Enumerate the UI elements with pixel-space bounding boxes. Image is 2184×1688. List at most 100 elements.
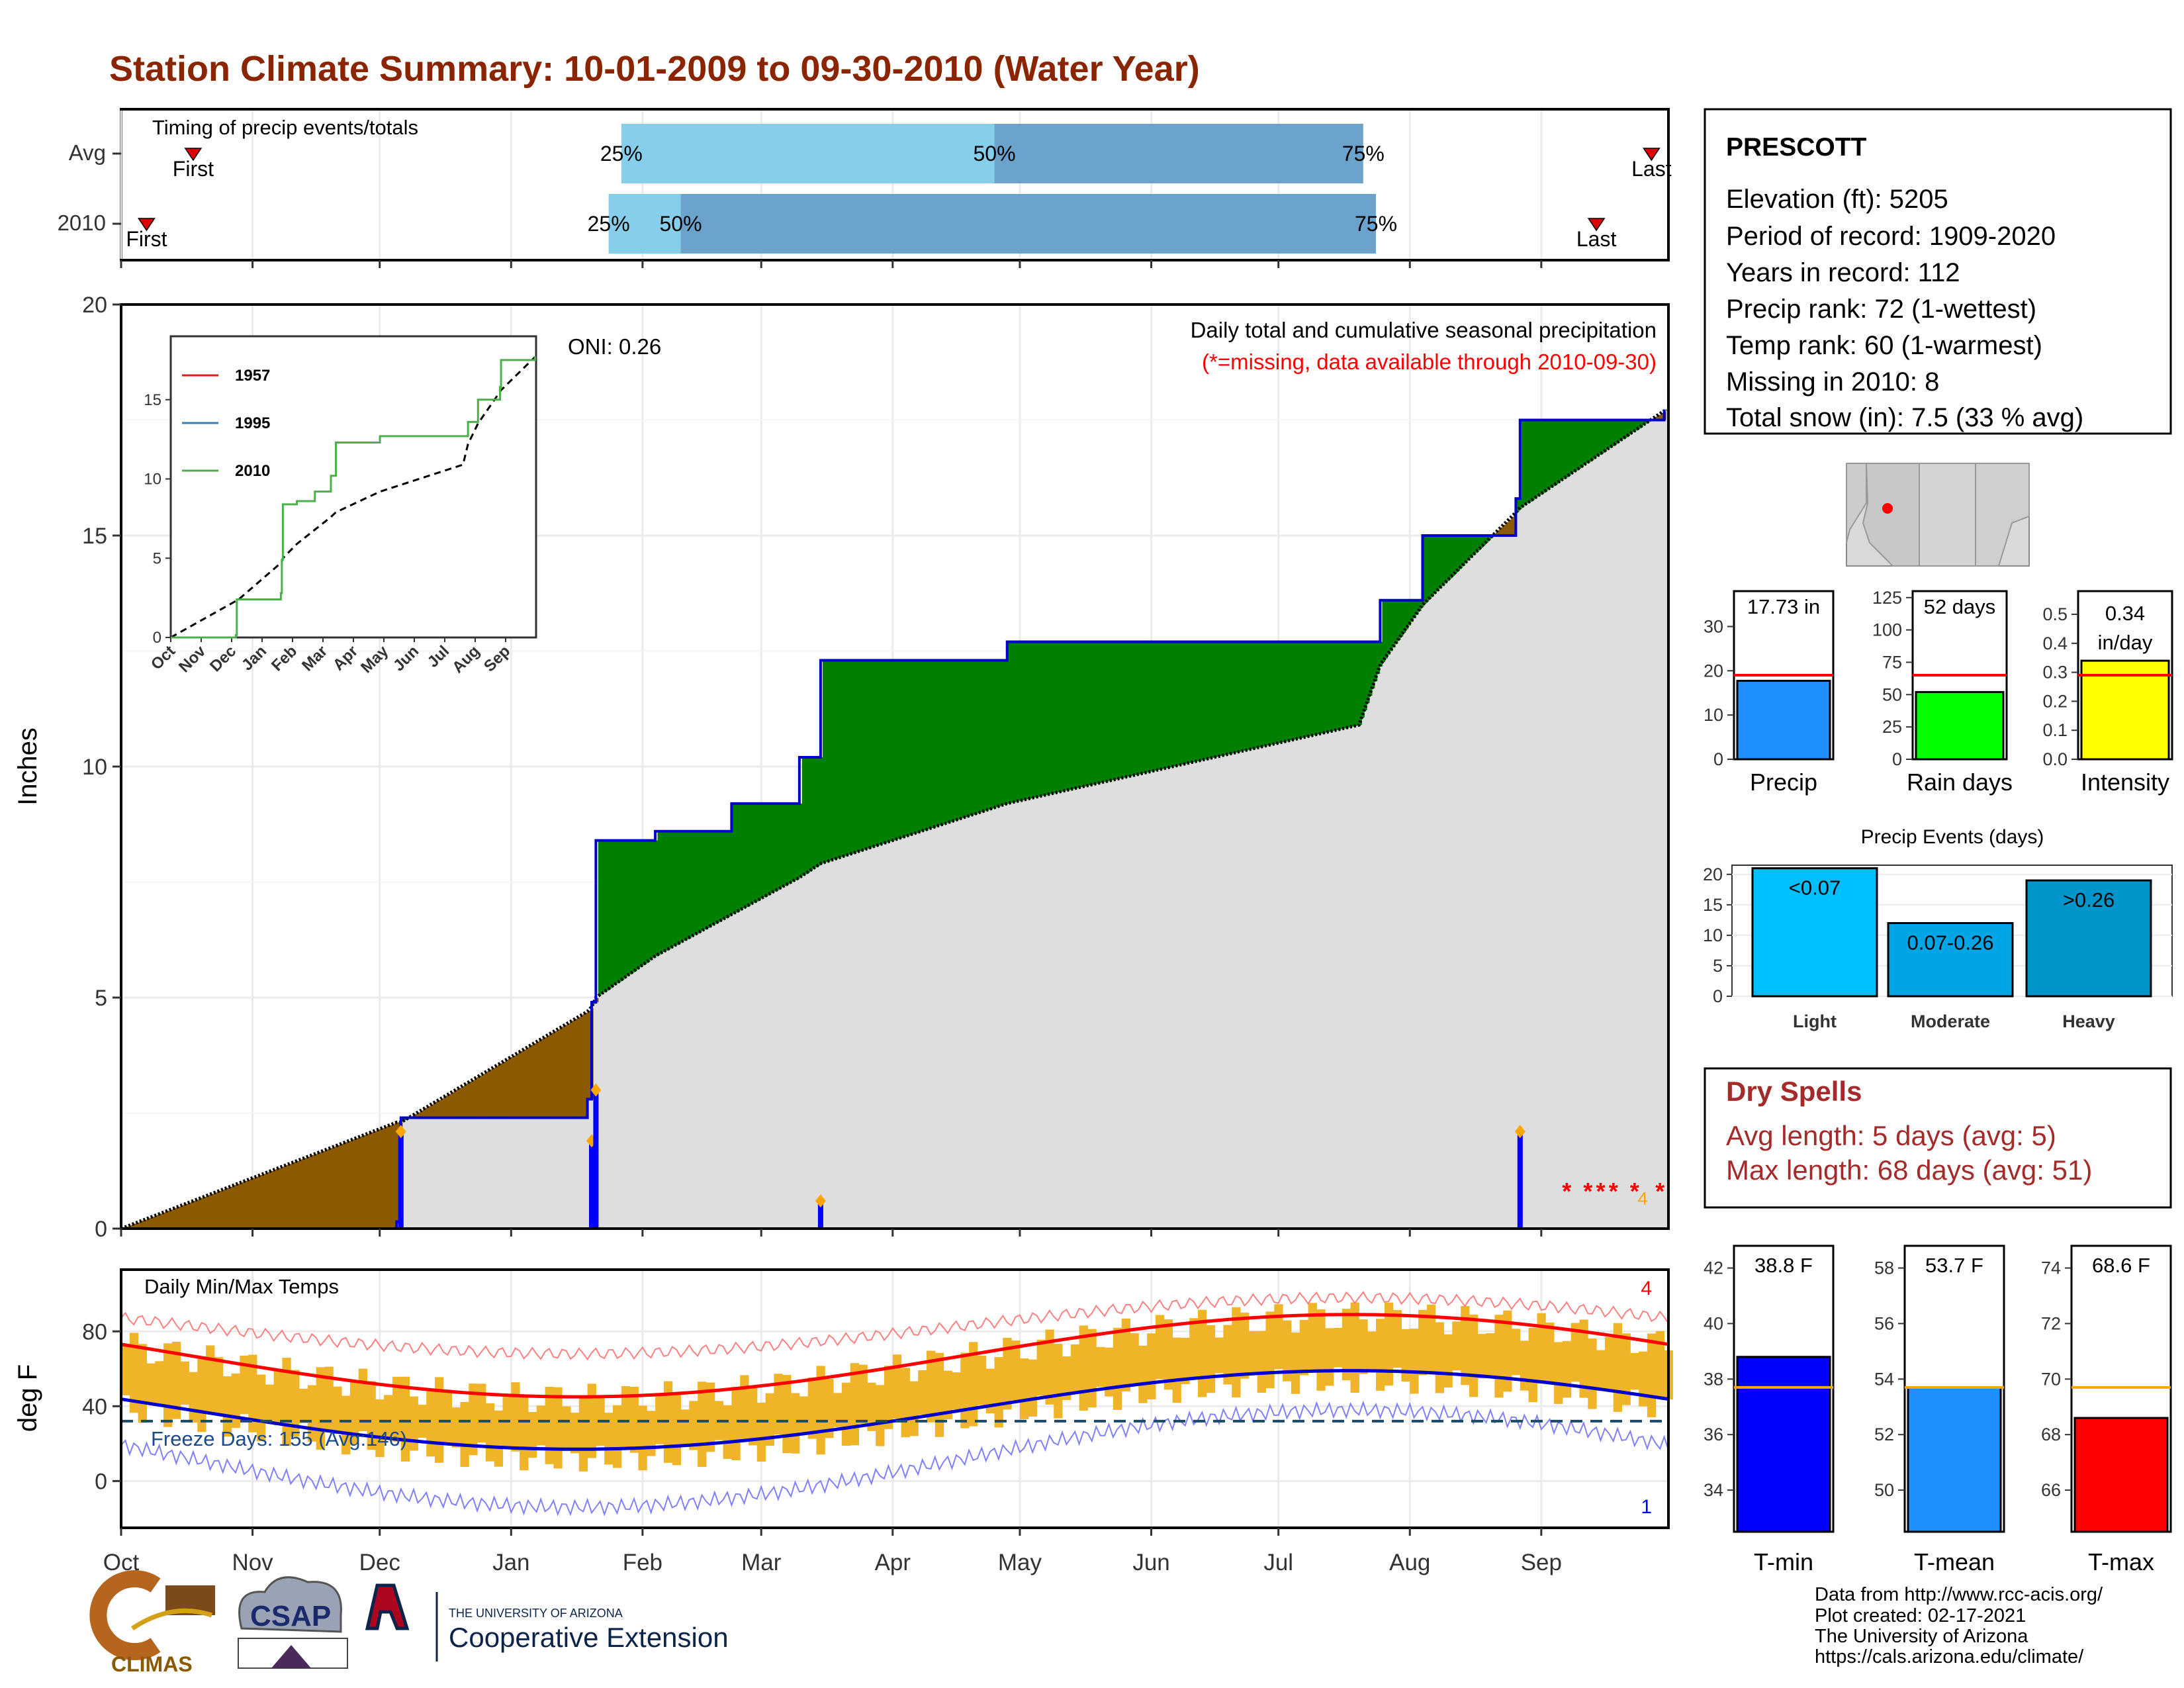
precip-below-avg-fill <box>384 1127 387 1229</box>
precip-below-avg-fill <box>273 1170 277 1229</box>
precip-below-avg-fill <box>438 1100 441 1118</box>
precip-below-avg-fill <box>188 1202 191 1229</box>
precip-above-avg-fill <box>1091 641 1094 785</box>
precip-above-avg-fill <box>680 831 684 943</box>
precip-above-avg-fill <box>1191 641 1195 763</box>
footer-plot-created: Plot created: 02-17-2021 <box>1815 1605 2026 1626</box>
precip-above-avg-fill <box>1619 420 1623 442</box>
precip-above-avg-fill <box>1072 641 1076 789</box>
precip-below-avg-fill <box>464 1084 467 1118</box>
inset-legend-label: 2010 <box>235 462 270 480</box>
precip-above-avg-fill <box>1632 420 1635 432</box>
daily-temp-range-bar <box>1172 1337 1181 1403</box>
inset-legend-label: 1995 <box>235 414 270 432</box>
precip-above-avg-fill <box>1451 536 1455 576</box>
temp-y-label: 34 <box>1704 1480 1723 1500</box>
precip-below-avg-fill <box>320 1152 323 1229</box>
daily-temp-range-bar <box>629 1386 639 1453</box>
precip-below-avg-fill <box>203 1196 207 1229</box>
precip-below-avg-fill <box>250 1178 253 1229</box>
precip-above-avg-fill <box>1621 420 1625 440</box>
precip-above-avg-fill <box>603 840 607 993</box>
precip-above-avg-fill <box>1150 641 1154 772</box>
precip-above-avg-fill <box>848 660 852 855</box>
climas-logo-text: CLIMAS <box>111 1652 193 1676</box>
daily-temp-range-bar <box>985 1368 995 1414</box>
daily-temp-range-bar <box>638 1405 647 1471</box>
daily-temp-range-bar <box>248 1354 257 1432</box>
daily-temp-range-bar <box>1435 1322 1445 1393</box>
daily-temp-range-bar <box>672 1393 682 1466</box>
timing-panel: 25% 50% 75% First Last 25% 50% 75% First Last Tim… <box>58 108 1672 261</box>
events-bar-label: Moderate <box>1911 1011 1990 1031</box>
daily-temp-range-bar <box>1570 1323 1580 1382</box>
precip-below-avg-fill <box>306 1156 310 1229</box>
daily-temp-range-bar <box>1410 1329 1419 1394</box>
daily-temp-range-bar <box>341 1395 351 1455</box>
events-bar <box>1751 867 1878 998</box>
precip-below-avg-fill <box>1495 532 1499 536</box>
daily-temp-range-bar <box>443 1389 453 1443</box>
precip-above-avg-fill <box>1351 641 1355 727</box>
precip-below-avg-fill <box>1500 527 1504 536</box>
precip-above-avg-fill <box>864 660 867 850</box>
precip-below-avg-fill <box>309 1156 312 1229</box>
precip-below-avg-fill <box>418 1112 421 1118</box>
precip-above-avg-fill <box>724 831 728 919</box>
timing-pct-label: 50% <box>974 142 1016 165</box>
daily-temp-range-bar <box>1639 1351 1648 1407</box>
precip-above-avg-fill <box>1369 641 1373 696</box>
precip-above-avg-fill <box>655 840 659 957</box>
daily-temp-range-bar <box>1604 1336 1614 1391</box>
daily-temp-range-bar <box>146 1363 156 1405</box>
temp-value-label: 38.8 F <box>1754 1254 1813 1277</box>
precip-above-avg-fill <box>1294 641 1298 739</box>
timing-pct-label: 75% <box>1342 142 1385 165</box>
daily-temp-range-bar <box>121 1346 130 1395</box>
daily-temp-range-bar <box>723 1405 732 1459</box>
normal-min-line <box>120 1369 1669 1451</box>
precip-above-avg-fill <box>902 660 906 837</box>
precip-below-avg-fill <box>381 1128 385 1229</box>
oni-label: ONI: 0.26 <box>568 334 661 359</box>
precip-below-avg-fill <box>433 1103 436 1118</box>
precip-below-avg-fill <box>281 1166 285 1229</box>
daily-temp-range-bar <box>587 1383 596 1458</box>
precip-below-avg-fill <box>191 1201 194 1229</box>
precip-above-avg-fill <box>1328 641 1332 732</box>
precip-below-avg-fill <box>443 1097 447 1118</box>
precip-above-avg-fill <box>905 660 909 837</box>
daily-temp-range-bar <box>1359 1319 1368 1374</box>
precip-above-avg-fill <box>815 757 818 868</box>
precip-below-avg-fill <box>495 1066 498 1118</box>
precip-above-avg-fill <box>1271 641 1275 745</box>
daily-temp-range-bar <box>1621 1333 1631 1405</box>
precip-above-avg-fill <box>1387 600 1390 655</box>
daily-temp-range-bar <box>231 1373 240 1429</box>
precip-above-avg-fill <box>1441 536 1445 586</box>
precip-above-avg-fill <box>1235 641 1238 753</box>
daily-temp-range-bar <box>494 1410 503 1467</box>
precip-above-avg-fill <box>1547 420 1551 490</box>
precip-below-avg-fill <box>588 1011 591 1100</box>
precip-below-avg-fill <box>459 1088 462 1118</box>
precip-above-avg-fill <box>745 803 749 908</box>
daily-temp-range-bar <box>138 1344 147 1423</box>
daily-temp-range-bar <box>876 1385 885 1446</box>
precip-above-avg-fill <box>871 660 875 847</box>
precip-above-avg-fill <box>1028 641 1032 799</box>
precip-above-avg-fill <box>1341 641 1344 729</box>
precip-above-avg-fill <box>995 660 999 808</box>
precip-above-avg-fill <box>1482 536 1486 545</box>
precip-above-avg-fill <box>1142 641 1146 774</box>
events-y-label: 15 <box>1703 895 1723 915</box>
daily-temp-range-bar <box>1308 1303 1317 1371</box>
precip-above-avg-fill <box>959 660 962 820</box>
temp-bar-value <box>1736 1356 1831 1533</box>
daily-temp-range-bar <box>520 1395 529 1471</box>
daily-temp-range-bar <box>807 1377 817 1439</box>
precip-count-label: 4 <box>1637 1188 1648 1209</box>
precip-above-avg-fill <box>1604 420 1608 451</box>
station-precip-rank: Precip rank: 72 (1-wettest) <box>1726 295 2036 324</box>
precip-above-avg-fill <box>1134 641 1138 775</box>
